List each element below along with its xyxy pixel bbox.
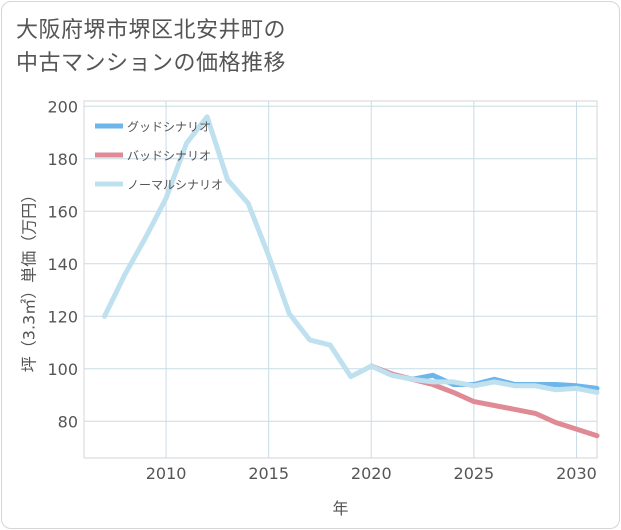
chart-title-line-1: 大阪府堺市堺区北安井町の	[16, 18, 287, 43]
y-tick-label-80: 80	[58, 412, 78, 431]
x-tick-label-2010: 2010	[146, 464, 187, 483]
x-tick-label-2030: 2030	[556, 464, 597, 483]
y-tick-label-160: 160	[47, 202, 78, 221]
chart-title-line-2: 中古マンションの価格推移	[16, 51, 287, 76]
tick-labels: 2010 2015 2020 2025 2030 80 100 120 140 160 180 200	[47, 97, 596, 483]
grid	[84, 101, 597, 458]
y-tick-label-180: 180	[47, 150, 78, 169]
series-line-normal	[102, 114, 600, 395]
plot-area-frame	[83, 100, 598, 459]
y-tick-label-100: 100	[47, 360, 78, 379]
y-tick-label-140: 140	[47, 255, 78, 274]
series-layer	[102, 114, 600, 439]
x-tick-label-2020: 2020	[351, 464, 392, 483]
legend-label-bad: バッドシナリオ	[127, 149, 211, 163]
y-tick-label-120: 120	[47, 307, 78, 326]
y-axis-label: 坪（3.3㎡）単価（万円）	[20, 187, 39, 372]
x-tick-label-2015: 2015	[248, 464, 289, 483]
x-axis-label: 年	[332, 499, 348, 518]
legend-label-good: グッドシナリオ	[127, 120, 211, 134]
legend-label-normal: ノーマルシナリオ	[127, 178, 223, 192]
y-tick-label-200: 200	[47, 97, 78, 116]
chart-title: 大阪府堺市堺区北安井町の 中古マンションの価格推移	[16, 14, 286, 80]
x-tick-label-2025: 2025	[454, 464, 495, 483]
